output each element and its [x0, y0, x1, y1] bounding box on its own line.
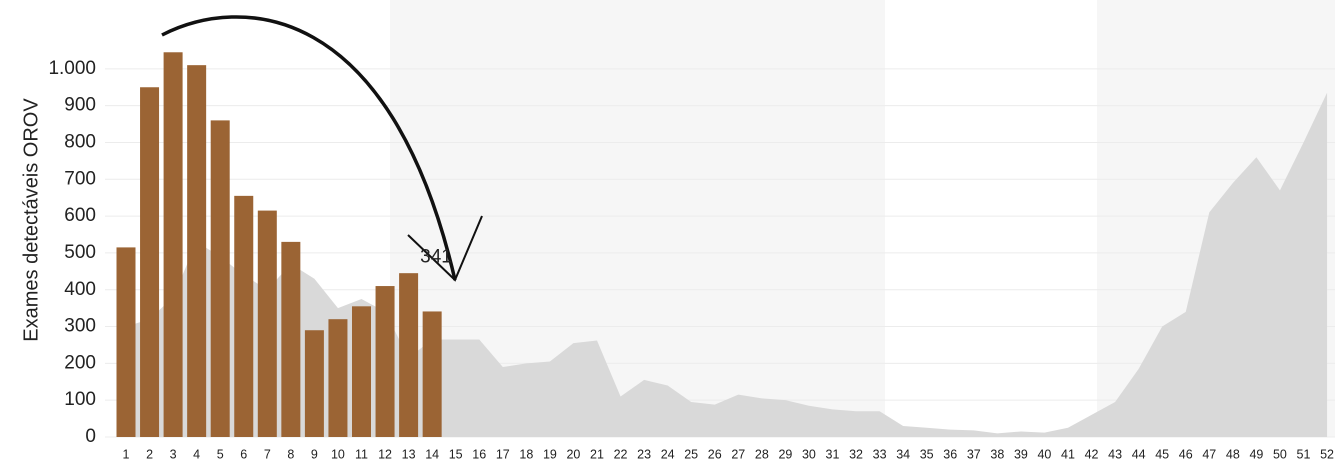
x-tick-label: 35	[920, 447, 934, 461]
bar	[163, 52, 183, 437]
arrow-head	[407, 215, 483, 282]
x-tick-label: 37	[967, 447, 981, 461]
bar	[281, 241, 301, 437]
x-tick-label: 3	[170, 447, 177, 461]
y-tick-label: 900	[64, 95, 96, 116]
y-tick-label: 200	[64, 352, 96, 373]
y-tick-label: 400	[64, 279, 96, 300]
bar	[257, 210, 277, 437]
bar	[352, 306, 371, 437]
x-tick-label: 30	[802, 447, 816, 461]
x-tick-label: 42	[1085, 447, 1099, 461]
x-tick-label: 8	[287, 447, 294, 461]
x-tick-label: 43	[1108, 447, 1122, 461]
y-tick-label: 100	[64, 389, 96, 410]
x-tick-label: 23	[637, 447, 651, 461]
y-tick-label: 600	[64, 205, 96, 226]
x-tick-label: 15	[449, 447, 463, 461]
x-tick-label: 5	[217, 447, 224, 461]
x-tick-label: 33	[873, 447, 887, 461]
x-tick-label: 51	[1297, 447, 1311, 461]
x-tick-label: 11	[355, 447, 368, 461]
x-tick-label: 46	[1179, 447, 1193, 461]
x-tick-label: 18	[519, 447, 533, 461]
x-tick-label: 20	[566, 447, 580, 461]
x-tick-label: 36	[943, 447, 957, 461]
x-tick-label: 13	[402, 447, 416, 461]
x-tick-label: 16	[472, 447, 486, 461]
bar	[375, 286, 395, 437]
x-tick-label: 38	[990, 447, 1004, 461]
x-tick-label: 25	[684, 447, 698, 461]
x-tick-label: 4	[193, 447, 200, 461]
x-tick-label: 45	[1155, 447, 1169, 461]
x-tick-label: 21	[590, 447, 604, 461]
y-tick-label: 300	[64, 316, 96, 337]
x-tick-label: 17	[496, 447, 510, 461]
x-tick-label: 48	[1226, 447, 1240, 461]
x-tick-label: 14	[425, 447, 439, 461]
bar	[399, 273, 419, 437]
y-axis-label: Exames detectáveis OROV	[20, 98, 42, 342]
y-tick-label: 500	[64, 242, 96, 263]
x-tick-label: 41	[1061, 447, 1075, 461]
x-tick-label: 39	[1014, 447, 1028, 461]
bar	[328, 319, 348, 437]
x-tick-label: 32	[849, 447, 863, 461]
x-tick-label: 28	[755, 447, 769, 461]
x-tick-label: 27	[731, 447, 745, 461]
y-tick-label: 700	[64, 168, 96, 189]
bar	[210, 120, 230, 437]
x-tick-label: 29	[778, 447, 792, 461]
x-tick-label: 40	[1037, 447, 1051, 461]
y-tick-label: 1.000	[48, 58, 96, 79]
x-tick-label: 9	[311, 447, 318, 461]
x-tick-label: 6	[240, 447, 247, 461]
x-tick-label: 22	[614, 447, 628, 461]
x-tick-label: 52	[1320, 447, 1334, 461]
x-tick-label: 44	[1132, 447, 1146, 461]
x-tick-label: 34	[896, 447, 910, 461]
bar	[422, 311, 442, 437]
x-tick-label: 49	[1249, 447, 1263, 461]
x-tick-label: 2	[146, 447, 153, 461]
x-tick-label: 10	[331, 447, 345, 461]
x-tick-label: 31	[826, 447, 840, 461]
x-tick-label: 26	[708, 447, 722, 461]
x-tick-label: 19	[543, 447, 557, 461]
x-tick-label: 12	[378, 447, 392, 461]
y-tick-label: 0	[85, 426, 96, 447]
x-tick-label: 1	[123, 447, 130, 461]
bar	[140, 87, 160, 437]
bar	[304, 330, 324, 437]
arrow	[161, 15, 457, 281]
bar	[234, 195, 254, 437]
x-tick-label: 7	[264, 447, 271, 461]
bar	[116, 247, 136, 437]
x-tick-label: 24	[661, 447, 675, 461]
bar	[187, 65, 207, 437]
x-tick-label: 47	[1202, 447, 1216, 461]
annotation: 341	[420, 246, 452, 267]
x-tick-label: 50	[1273, 447, 1287, 461]
y-tick-label: 800	[64, 131, 96, 152]
